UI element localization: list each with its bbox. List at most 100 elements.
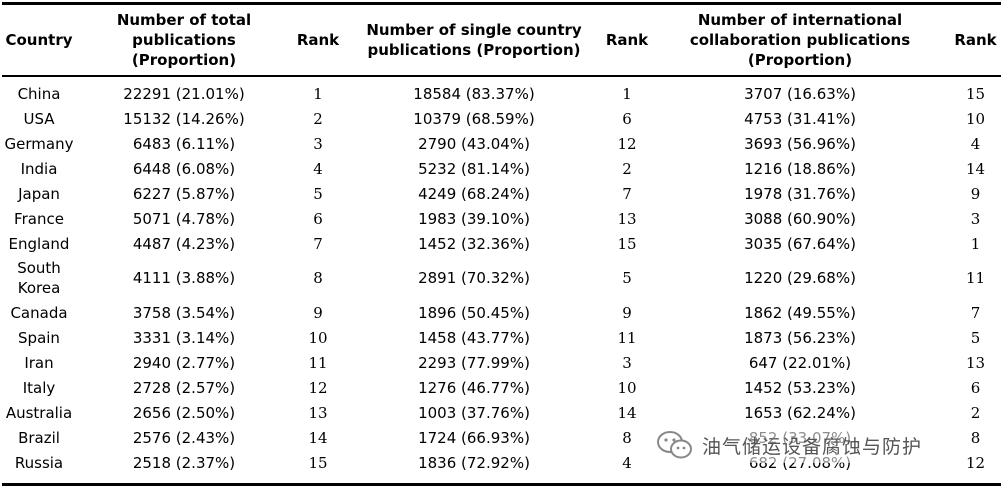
table-row: France 5071 (4.78%) 6 1983 (39.10%) 13 3088 (…: [0, 206, 1003, 231]
country-cell: Germany: [4, 134, 74, 153]
watermark-text: 油气储运设备腐蚀与防护: [702, 435, 923, 458]
country-cell: China: [17, 84, 61, 103]
single-country-cell: 18584 (83.37%): [413, 84, 535, 103]
international-collab-cell: 3707 (16.63%): [744, 84, 856, 103]
single-country-cell: 1003 (37.76%): [418, 403, 530, 422]
single-country-cell: 2790 (43.04%): [418, 134, 530, 153]
header-single-country-publications: Number of single country publications (P…: [366, 21, 582, 59]
international-collab-cell: 3035 (67.64%): [744, 234, 856, 253]
rank-total-cell: 7: [313, 234, 323, 253]
international-collab-cell: 1216 (18.86%): [744, 159, 856, 178]
single-country-cell: 2293 (77.99%): [418, 353, 530, 372]
rank-total-cell: 2: [313, 109, 323, 128]
header-rank-international: Rank: [954, 31, 997, 49]
rank-international-cell: 7: [970, 303, 981, 322]
country-cell: South Korea: [17, 259, 61, 297]
international-collab-cell: 1873 (56.23%): [744, 328, 856, 347]
rank-international-cell: 13: [965, 353, 986, 372]
country-cell: Spain: [18, 328, 60, 347]
rank-single-cell: 15: [617, 234, 637, 253]
total-publications-cell: 6227 (5.87%): [132, 184, 236, 203]
country-cell: USA: [23, 109, 55, 128]
publications-table-container: Country Number of total publications (Pr…: [0, 2, 1003, 475]
rank-total-cell: 1: [313, 84, 323, 103]
rank-single-cell: 14: [617, 403, 637, 422]
rank-international-cell: 15: [965, 84, 986, 103]
header-rank-total: Rank: [296, 31, 340, 49]
international-collab-cell: 647 (22.01%): [748, 353, 852, 372]
single-country-cell: 1896 (50.45%): [418, 303, 530, 322]
rank-total-cell: 14: [308, 428, 328, 447]
rank-single-cell: 7: [622, 184, 632, 203]
rank-total-cell: 4: [313, 159, 323, 178]
rank-international-cell: 3: [970, 209, 981, 228]
rank-single-cell: 9: [622, 303, 632, 322]
country-cell: Brazil: [18, 428, 60, 447]
country-cell: England: [8, 234, 70, 253]
rank-international-cell: 6: [970, 378, 981, 397]
single-country-cell: 1724 (66.93%): [418, 428, 530, 447]
total-publications-cell: 22291 (21.01%): [123, 84, 245, 103]
single-country-cell: 2891 (70.32%): [418, 269, 530, 287]
bottom-rule: [2, 483, 1001, 486]
total-publications-cell: 4111 (3.88%): [132, 269, 236, 287]
country-cell: Italy: [22, 378, 56, 397]
total-publications-cell: 2518 (2.37%): [132, 453, 236, 472]
single-country-cell: 1452 (32.36%): [418, 234, 530, 253]
watermark: 油气储运设备腐蚀与防护: [652, 427, 927, 463]
rank-international-cell: 12: [965, 453, 986, 472]
header-rank-single: Rank: [605, 31, 649, 49]
header-international-collaboration-publications: Number of international collaboration pu…: [689, 11, 911, 69]
publications-table: Country Number of total publications (Pr…: [0, 5, 1003, 75]
rank-total-cell: 8: [313, 269, 323, 287]
table-row: Canada 3758 (3.54%) 9 1896 (50.45%) 9 1862 (4…: [0, 300, 1003, 325]
rank-single-cell: 11: [617, 328, 637, 347]
rank-single-cell: 4: [622, 453, 632, 472]
publications-table-body: China 22291 (21.01%) 1 18584 (83.37%) 1 3707 …: [0, 81, 1003, 475]
country-cell: Iran: [24, 353, 54, 372]
international-collab-cell: 3088 (60.90%): [744, 209, 856, 228]
single-country-cell: 1458 (43.77%): [418, 328, 530, 347]
rank-international-cell: 11: [965, 269, 986, 287]
table-row: South Korea 4111 (3.88%) 8 2891 (70.32%) 5 12…: [0, 256, 1003, 300]
table-row: India 6448 (6.08%) 4 5232 (81.14%) 2 1216 (18…: [0, 156, 1003, 181]
single-country-cell: 1836 (72.92%): [418, 453, 530, 472]
rank-total-cell: 13: [308, 403, 328, 422]
rank-single-cell: 1: [622, 84, 632, 103]
rank-international-cell: 14: [965, 159, 986, 178]
rank-single-cell: 3: [622, 353, 632, 372]
total-publications-cell: 4487 (4.23%): [132, 234, 236, 253]
international-collab-cell: 3693 (56.96%): [744, 134, 856, 153]
table-header: Country Number of total publications (Pr…: [0, 5, 1003, 75]
country-cell: France: [14, 209, 64, 228]
total-publications-cell: 2656 (2.50%): [132, 403, 236, 422]
international-collab-cell: 4753 (31.41%): [744, 109, 856, 128]
total-publications-cell: 2940 (2.77%): [132, 353, 236, 372]
rank-total-cell: 5: [313, 184, 323, 203]
table-row: Australia 2656 (2.50%) 13 1003 (37.76%) 14 16…: [0, 400, 1003, 425]
total-publications-cell: 5071 (4.78%): [132, 209, 236, 228]
rank-total-cell: 3: [313, 134, 323, 153]
header-country: Country: [5, 31, 73, 49]
rank-single-cell: 13: [617, 209, 637, 228]
total-publications-cell: 2728 (2.57%): [132, 378, 236, 397]
rank-total-cell: 6: [313, 209, 323, 228]
total-publications-cell: 3331 (3.14%): [132, 328, 236, 347]
table-row: Spain 3331 (3.14%) 10 1458 (43.77%) 11 1873 (…: [0, 325, 1003, 350]
rank-international-cell: 8: [970, 428, 981, 447]
rank-single-cell: 12: [617, 134, 637, 153]
country-cell: India: [20, 159, 58, 178]
single-country-cell: 10379 (68.59%): [413, 109, 535, 128]
table-row: China 22291 (21.01%) 1 18584 (83.37%) 1 3707 …: [0, 81, 1003, 106]
rank-total-cell: 10: [308, 328, 328, 347]
rank-total-cell: 11: [308, 353, 328, 372]
total-publications-cell: 6448 (6.08%): [132, 159, 236, 178]
rank-international-cell: 1: [970, 234, 981, 253]
rank-international-cell: 9: [970, 184, 981, 203]
rank-international-cell: 4: [970, 134, 981, 153]
total-publications-cell: 6483 (6.11%): [132, 134, 236, 153]
international-collab-cell: 1653 (62.24%): [744, 403, 856, 422]
top-rule: [2, 2, 1001, 5]
table-body: China 22291 (21.01%) 1 18584 (83.37%) 1 3707 …: [0, 81, 1003, 475]
rank-international-cell: 2: [970, 403, 981, 422]
